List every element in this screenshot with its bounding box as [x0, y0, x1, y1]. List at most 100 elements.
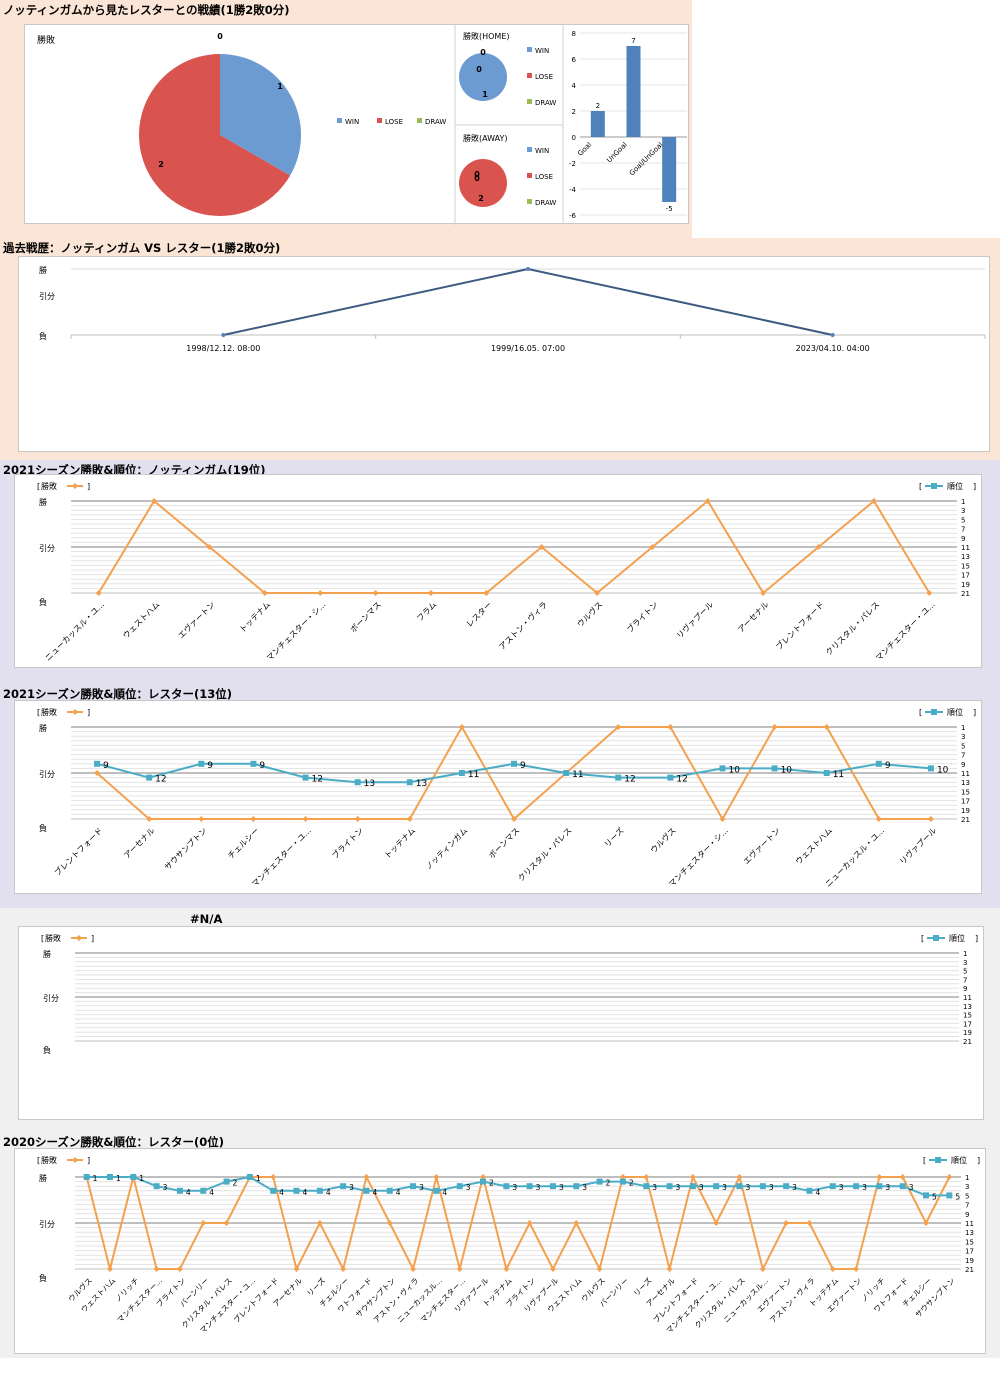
- legend-rank-marker: [935, 1157, 941, 1163]
- rank-point: [176, 1187, 183, 1194]
- pie-main-data-label: 1: [277, 82, 283, 91]
- team-label: アーセナル: [736, 600, 770, 634]
- legend-home-label-draw: DRAW: [535, 99, 556, 107]
- result-point: [200, 1220, 207, 1226]
- goals-bar-goal-ungoal: [662, 137, 677, 202]
- result-point: [433, 1174, 440, 1180]
- rank-point: [923, 1192, 930, 1199]
- rank-data-label: 11: [572, 770, 583, 780]
- result-point: [176, 1266, 183, 1272]
- rank-point: [759, 1183, 766, 1190]
- rank-data-label: 4: [326, 1188, 331, 1197]
- legend-right-bracket: [: [921, 934, 924, 943]
- result-point: [926, 590, 933, 596]
- rank-data-label: 3: [909, 1183, 914, 1192]
- y-result-label: 勝: [39, 723, 47, 733]
- result-point: [573, 1220, 580, 1226]
- result-point: [853, 1266, 860, 1272]
- legend-away-label-draw: DRAW: [535, 199, 556, 207]
- history-point: [830, 333, 835, 337]
- team-label: ウルヴス: [575, 599, 605, 629]
- rank-data-label: 11: [833, 770, 844, 780]
- history-y-label: 引分: [39, 292, 55, 301]
- result-line: [97, 499, 931, 595]
- rank-data-label: 3: [349, 1183, 354, 1192]
- result-point: [619, 1174, 626, 1180]
- result-point: [270, 1174, 277, 1180]
- rank-point: [503, 1183, 510, 1190]
- y-rank-tick: 13: [963, 1003, 972, 1011]
- result-point: [719, 816, 726, 822]
- team-label: ウェストハム: [121, 600, 161, 640]
- result-point: [503, 1266, 510, 1272]
- rank-point: [83, 1174, 90, 1180]
- y-rank-tick: 1: [963, 950, 967, 958]
- rank-point: [130, 1174, 137, 1180]
- history-y-label: 勝: [39, 265, 47, 275]
- pie-away-data-label: 0: [474, 170, 480, 179]
- team-label: クリスタル・パレス: [824, 600, 881, 657]
- result-point: [386, 1220, 393, 1226]
- rank-point: [386, 1187, 393, 1194]
- result-point: [899, 1174, 906, 1180]
- goals-y-tick: 6: [572, 56, 577, 64]
- y-rank-tick: 1: [961, 724, 965, 732]
- team-label: トッテナム: [238, 600, 272, 634]
- rank-data-label: 3: [885, 1183, 890, 1192]
- result-point: [704, 498, 711, 504]
- y-rank-tick: 21: [965, 1266, 974, 1274]
- rank-data-label: 5: [955, 1192, 960, 1201]
- rank-data-label: 2: [606, 1179, 611, 1188]
- legend-right-label: 順位: [947, 481, 963, 491]
- team-label: ブレントフォード: [774, 599, 826, 651]
- legend-swatch-draw: [417, 118, 422, 123]
- y-rank-tick: 15: [965, 1238, 974, 1246]
- pie-home-data-label: 0: [476, 65, 482, 74]
- legend-right-label: 順位: [951, 1155, 967, 1165]
- rank-data-label: 3: [769, 1183, 774, 1192]
- result-point: [829, 1266, 836, 1272]
- rank-point: [511, 760, 517, 767]
- legend-left-label: 勝敗: [41, 707, 57, 717]
- team-label: ボーンマス: [349, 600, 383, 634]
- rank-data-label: 9: [885, 761, 891, 771]
- team-label: リヴァプール: [674, 599, 715, 640]
- result-point: [456, 1266, 463, 1272]
- team-label: リーズ: [305, 1275, 328, 1298]
- rank-data-label: 3: [746, 1183, 751, 1192]
- result-point: [815, 544, 822, 550]
- result-point: [666, 1266, 673, 1272]
- result-point: [458, 724, 465, 730]
- rank-data-label: 10: [937, 765, 949, 775]
- team-label: マンチェスター・ユ...: [874, 600, 937, 663]
- rank-data-label: 12: [312, 775, 323, 785]
- rank-data-label: 10: [728, 765, 740, 775]
- rank-data-label: 1: [93, 1174, 98, 1183]
- goals-y-tick: 4: [572, 82, 577, 90]
- y-rank-tick: 3: [961, 733, 965, 741]
- legend-left-label: 勝敗: [41, 1155, 57, 1165]
- y-rank-tick: 3: [963, 959, 967, 967]
- history-date-label: 2023/04.10. 04:00: [796, 344, 870, 353]
- legend-label-draw: DRAW: [425, 118, 446, 126]
- result-point: [526, 1220, 533, 1226]
- y-rank-tick: 3: [961, 507, 965, 515]
- result-point: [151, 498, 158, 504]
- team-label: レスター: [465, 600, 494, 629]
- result-point: [538, 544, 545, 550]
- legend-left-bracket: [: [37, 708, 40, 717]
- legend-away-swatch-win: [527, 147, 532, 152]
- legend-right-bracket: [: [919, 708, 922, 717]
- pie-away-data-label: 2: [478, 194, 484, 203]
- team-label: フラム: [415, 600, 438, 623]
- y-rank-tick: 13: [961, 779, 970, 787]
- result-point: [783, 1220, 790, 1226]
- rank-point: [316, 1187, 323, 1194]
- team-label: ニューカッスル・ユ...: [824, 826, 887, 889]
- rank-data-label: 3: [582, 1183, 587, 1192]
- rank-point: [302, 774, 309, 781]
- rank-point: [563, 770, 570, 776]
- y-result-label: 引分: [43, 994, 59, 1003]
